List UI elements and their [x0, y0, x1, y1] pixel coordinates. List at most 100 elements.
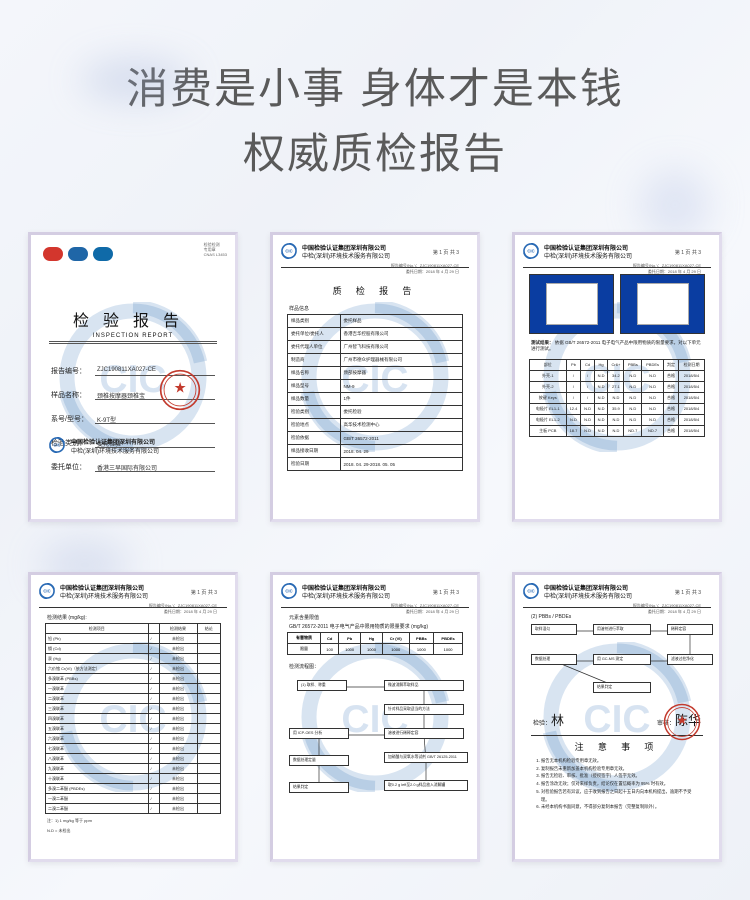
red-seal: ★ — [159, 369, 201, 416]
table-row: 检验地点高华技术检测中心 — [288, 419, 463, 432]
flow-node: 结果判定 — [593, 682, 651, 693]
doc3-caption: 测试结果： 依据 GB/T 26572-2011 电子电气产品中限用物质的限量要… — [531, 340, 703, 353]
headline-line1: 消费是小事 身体才是本钱 — [0, 56, 750, 121]
table-row: 十溴联苯/未检出 — [46, 774, 221, 784]
doc2-title: 质 检 报 告 — [281, 284, 469, 297]
doc4-note2: N.D = 未检出 — [47, 828, 219, 834]
red-seal: ★ — [663, 703, 701, 746]
table-row: 电极片 EL1-2N.DN.DN.DN.DN.DN.D合格2018/5/4 — [530, 414, 705, 425]
svg-text:CIC: CIC — [527, 249, 534, 254]
document-photos-results: CIC CIC 中国检验认证集团深圳有限公司中检(深圳)环境技术服务有限公司 第… — [512, 232, 722, 522]
sample-photos — [529, 274, 705, 334]
flow-node: 结果判定 — [289, 782, 349, 793]
flow-node: 溶液进行稀释定容 — [384, 728, 464, 739]
table-row: 按键 Keys//N.DN.DN.DN.D合格2018/5/4 — [530, 392, 705, 403]
notes-list: 报告无本机构检验专用章无效。复制报告未重新加盖本机构检验专用章无效。报告无检验、… — [541, 757, 697, 811]
table-row: 镉 (Cd)/未检出 — [46, 644, 221, 654]
table-row: 外壳-1//N.D34.2N.DN.D合格2018/5/4 — [530, 370, 705, 381]
table-row: 主板 PCB18.7N.DN.DN.DND.7ND.7合格2018/5/4 — [530, 425, 705, 436]
results-table: 部位PbCdHgCr6+PBBsPBDEs判定检测日期外壳-1//N.D34.2… — [529, 359, 705, 437]
table-row: 五溴联苯/未检出 — [46, 724, 221, 734]
table-row: 一溴二苯醚/未检出 — [46, 794, 221, 804]
flow-node: (1) 取样、称重 — [297, 680, 347, 691]
flow-node: 取样混匀 — [531, 624, 577, 635]
table-row: 二溴二苯醚/未检出 — [46, 804, 221, 814]
table-row: 样品名称颈部按摩器 — [288, 367, 463, 380]
flow-edges — [289, 680, 461, 820]
flow-node: 针对样品采取适当的方法 — [384, 704, 464, 715]
table-row: 电极片 EL1-112.4N.DN.D35.9N.DN.D合格2018/5/4 — [530, 403, 705, 414]
flow-node: 用 ICP-OES 分析 — [289, 728, 349, 739]
accreditation-logos — [43, 247, 113, 261]
table-row: 委托单位/委托人香港吉华控股有限公司 — [288, 328, 463, 341]
page-number: 第 1 页 共 3 — [433, 249, 459, 256]
ccic-logo-icon: CIC — [523, 583, 539, 604]
table-row: 六价铬 Cr(VI)（依方法测定）/未检出 — [46, 664, 221, 674]
sample-info-table: 样品类别委托样品委托单位/委托人香港吉华控股有限公司委托代理人单位广州智飞科技有… — [287, 314, 463, 471]
table-row: 外壳-2//N.D27.1N.DN.D合格2018/5/4 — [530, 381, 705, 392]
table-row: 检验日期2018. 04. 29-2018. 05. 05 — [288, 458, 463, 471]
svg-text:CIC: CIC — [285, 249, 292, 254]
note-item: 未经本机构书面同意，不得部分复制本报告（完整复制除外）。 — [541, 803, 697, 811]
table-row: 八溴联苯/未检出 — [46, 754, 221, 764]
document-inspection-cover: CIC 检验检测 专用章 CNAS L3453 检验报告 INSPECTI — [28, 232, 238, 522]
table-row: 检验类别委托检验 — [288, 406, 463, 419]
issuer-block: CIC 中国检验认证集团深圳有限公司 中检(深圳)环境技术服务有限公司 — [49, 437, 159, 458]
svg-text:CIC: CIC — [285, 589, 292, 594]
doc1-title-zh: 检验报告 — [39, 307, 227, 331]
ccic-logo-icon: CIC — [281, 243, 297, 264]
sample-photo-1 — [529, 274, 614, 334]
svg-text:★: ★ — [174, 381, 187, 397]
limits-table: 有害物质CdPbHgCr (VI)PBBsPBDEs限量100100010001… — [287, 632, 463, 655]
ccic-logo-icon: CIC — [49, 437, 65, 458]
page-number: 第 1 页 共 3 — [433, 589, 459, 596]
note-item: 报告无检验、审核、批准（授权签字）人签字无效。 — [541, 772, 697, 780]
table-row: 多溴联苯 (PBBs)/未检出 — [46, 674, 221, 684]
doc4-section: 检测结果 (mg/kg): — [47, 614, 219, 621]
flowchart: (1) 取样、称重 微波消解萃取样品针对样品采取适当的方法用 ICP-OES 分析… — [289, 680, 461, 820]
doc4-note1: 注：1) 1 mg/kg 等于 ppm — [47, 818, 219, 824]
svg-text:CIC: CIC — [53, 443, 60, 448]
cnas-badge — [93, 247, 113, 261]
page-number: 第 1 页 共 3 — [191, 589, 217, 596]
doc5-title1: 元素含量限值 — [289, 614, 461, 621]
table-row: 三溴联苯/未检出 — [46, 704, 221, 714]
table-row: 一溴联苯/未检出 — [46, 684, 221, 694]
page-number: 第 1 页 共 3 — [675, 589, 701, 596]
table-row: 委托代理人单位广州智飞科技有限公司 — [288, 341, 463, 354]
table-row: 四溴联苯/未检出 — [46, 714, 221, 724]
table-row: 二溴联苯/未检出 — [46, 694, 221, 704]
ccic-logo-icon: CIC — [523, 243, 539, 264]
flow-node: 微波消解萃取样品 — [384, 680, 464, 691]
page-number: 第 1 页 共 3 — [675, 249, 701, 256]
doc5-title2: 检测流程图： — [289, 663, 461, 670]
table-row: 铅 (Pb)/未检出 — [46, 634, 221, 644]
doc2-section: 样品信息 — [289, 305, 461, 312]
note-item: 对检验报告若有异议，应于收到报告之日起十五日内向本机构提出，逾期不予受理。 — [541, 788, 697, 803]
document-sample-info: CIC CIC 中国检验认证集团深圳有限公司中检(深圳)环境技术服务有限公司 第… — [270, 232, 480, 522]
documents-row-1: CIC 检验检测 专用章 CNAS L3453 检验报告 INSPECTI — [0, 232, 750, 522]
doc1-title-en: INSPECTION REPORT — [39, 333, 227, 339]
ccic-logo-icon: CIC — [281, 583, 297, 604]
flow-node: 用 GC-MS 测定 — [593, 654, 651, 665]
sample-photo-2 — [620, 274, 705, 334]
document-limits-flow: CIC CIC 中国检验认证集团深圳有限公司中检(深圳)环境技术服务有限公司 第… — [270, 572, 480, 862]
document-notes: CIC CIC 中国检验认证集团深圳有限公司中检(深圳)环境技术服务有限公司 第… — [512, 572, 722, 862]
ccic-logo-icon: CIC — [39, 583, 55, 604]
table-row: 九溴联苯/未检出 — [46, 764, 221, 774]
headline-line2: 权威质检报告 — [0, 121, 750, 186]
flow-node: 滤液过柱净化 — [667, 654, 713, 665]
parameter-table: 检测项目检测结果结论铅 (Pb)/未检出镉 (Cd)/未检出汞 (Hg)/未检出… — [45, 623, 221, 814]
ilac-badge — [68, 247, 88, 261]
table-row: 多溴二苯醚 (PBDEs)/未检出 — [46, 784, 221, 794]
note-item: 复制报告未重新加盖本机构检验专用章无效。 — [541, 765, 697, 773]
flow-node: 用溶剂进行萃取 — [593, 624, 651, 635]
table-row: 样品类别委托样品 — [288, 315, 463, 328]
doc6-section: (2) PBBs / PBDEs — [531, 614, 703, 620]
flowchart-pbb: 取样混匀用溶剂进行萃取稀释定容数据处理用 GC-MS 测定滤液过柱净化结果判定 — [531, 624, 703, 702]
svg-text:★: ★ — [676, 712, 688, 727]
document-parameter-table: CIC CIC 中国检验认证集团深圳有限公司中检(深圳)环境技术服务有限公司 第… — [28, 572, 238, 862]
table-row: 七溴联苯/未检出 — [46, 744, 221, 754]
flow-node: 数据处理定量 — [289, 755, 349, 766]
flow-node: 稀释定容 — [667, 624, 713, 635]
